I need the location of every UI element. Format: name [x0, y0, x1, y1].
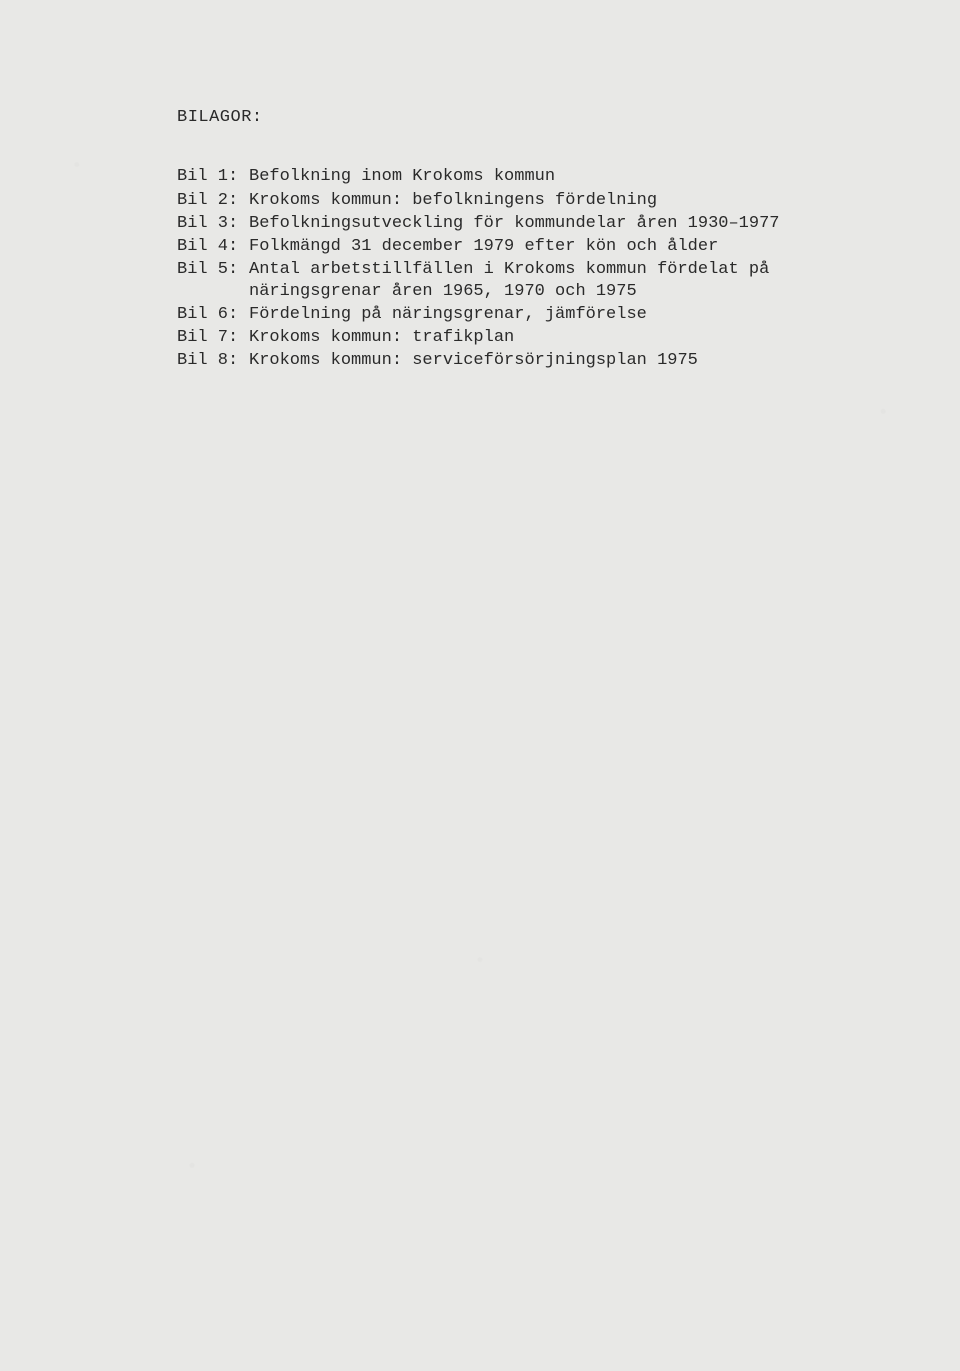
item-label: Bil 5: — [177, 259, 249, 280]
list-item: Bil 8: Krokoms kommun: serviceförsörjnin… — [177, 350, 900, 371]
list-item: Bil 7: Krokoms kommun: trafikplan — [177, 327, 900, 348]
item-text: Folkmängd 31 december 1979 efter kön och… — [249, 236, 900, 257]
item-label: Bil 3: — [177, 213, 249, 234]
item-label: Bil 1: — [177, 166, 249, 187]
document-page: BILAGOR: Bil 1: Befolkning inom Krokoms … — [0, 0, 960, 372]
item-label: Bil 4: — [177, 236, 249, 257]
item-label: Bil 2: — [177, 190, 249, 211]
item-text: Antal arbetstillfällen i Krokoms kommun … — [249, 259, 900, 302]
list-item: Bil 4: Folkmängd 31 december 1979 efter … — [177, 236, 900, 257]
list-item: Bil 6: Fördelning på näringsgrenar, jämf… — [177, 304, 900, 325]
appendix-list: Bil 1: Befolkning inom Krokoms kommun Bi… — [177, 166, 900, 371]
item-label: Bil 8: — [177, 350, 249, 371]
section-heading: BILAGOR: — [177, 107, 900, 128]
item-label: Bil 7: — [177, 327, 249, 348]
list-item: Bil 5: Antal arbetstillfällen i Krokoms … — [177, 259, 900, 302]
item-text: Krokoms kommun: befolkningens fördelning — [249, 190, 900, 211]
list-item: Bil 3: Befolkningsutveckling för kommund… — [177, 213, 900, 234]
list-item: Bil 1: Befolkning inom Krokoms kommun — [177, 166, 900, 187]
list-item: Bil 2: Krokoms kommun: befolkningens för… — [177, 190, 900, 211]
item-text: Befolkningsutveckling för kommundelar år… — [249, 213, 900, 234]
item-text: Befolkning inom Krokoms kommun — [249, 166, 900, 187]
item-text: Fördelning på näringsgrenar, jämförelse — [249, 304, 900, 325]
item-label: Bil 6: — [177, 304, 249, 325]
item-text: Krokoms kommun: trafikplan — [249, 327, 900, 348]
item-text: Krokoms kommun: serviceförsörjningsplan … — [249, 350, 900, 371]
